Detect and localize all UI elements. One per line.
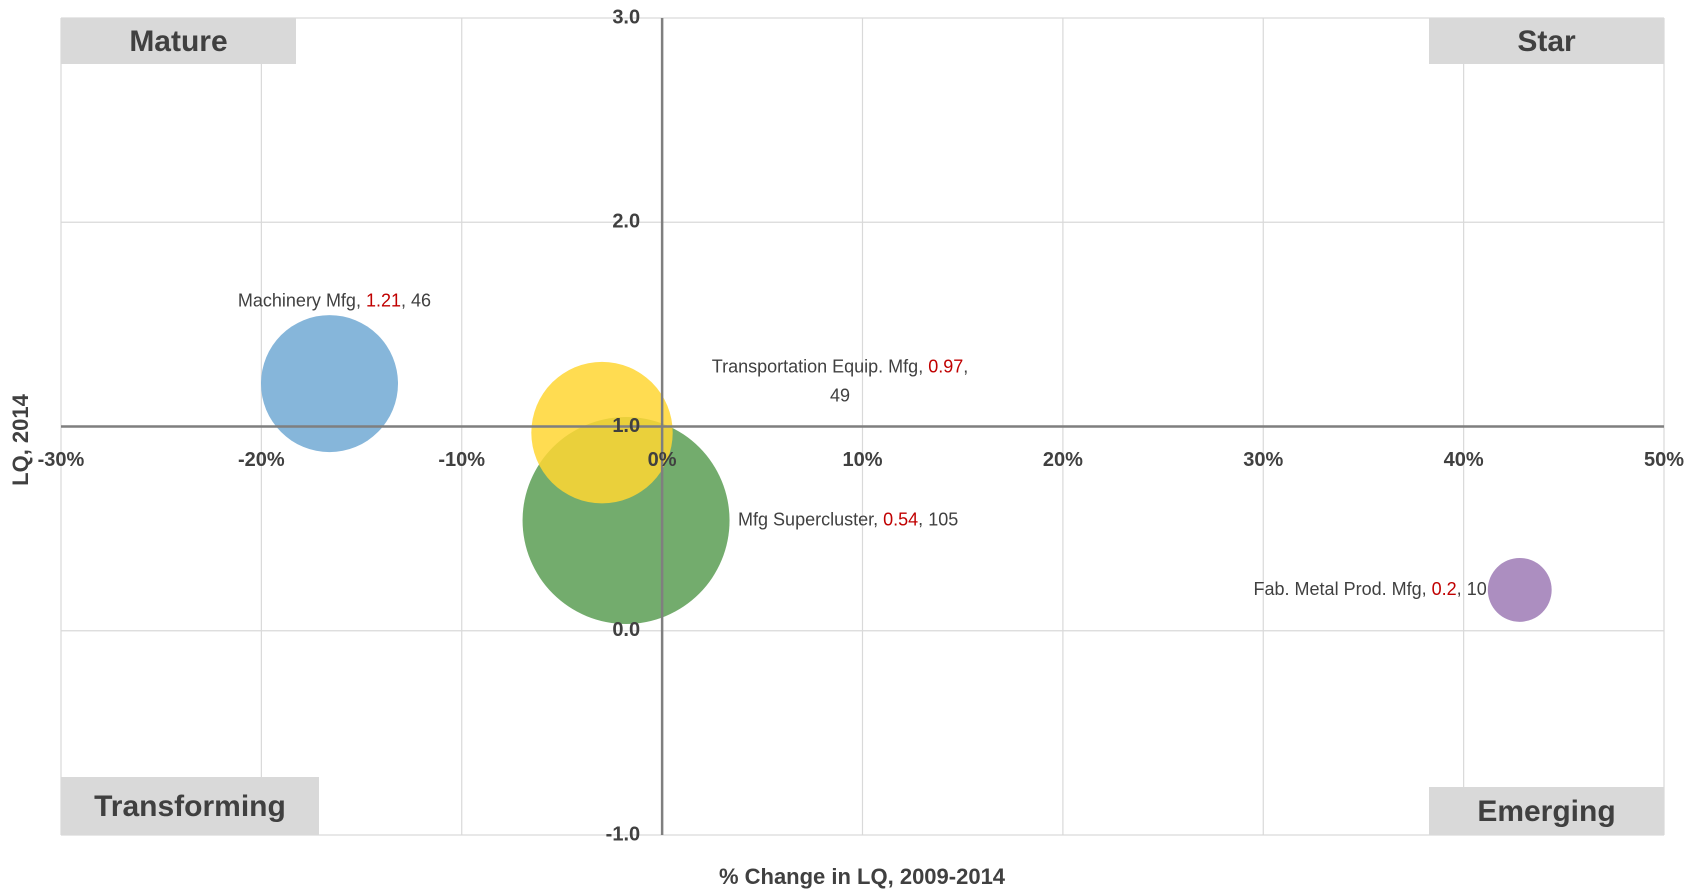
label-size: 105 xyxy=(928,509,958,529)
x-tick-label: -10% xyxy=(438,449,485,471)
x-tick-label: -30% xyxy=(38,449,85,471)
label-value: 0.97 xyxy=(928,356,963,376)
label-value: 0.54 xyxy=(883,509,918,529)
y-tick-label: 0.0 xyxy=(612,619,640,641)
x-tick-label: 0% xyxy=(648,449,677,471)
bubble xyxy=(261,315,399,453)
x-tick-label: 50% xyxy=(1644,449,1684,471)
quadrant-box xyxy=(61,777,319,835)
quadrant-box xyxy=(61,18,296,64)
y-axis-title: LQ, 2014 xyxy=(8,393,33,485)
quadrant-box xyxy=(1429,787,1664,835)
data-label: Fab. Metal Prod. Mfg, 0.2, 10 xyxy=(1254,579,1487,599)
label-size: 49 xyxy=(830,385,850,405)
data-label: Mfg Supercluster, 0.54, 105 xyxy=(738,509,958,529)
quadrant-label: Star xyxy=(1517,25,1576,58)
quadrant-box xyxy=(1429,18,1664,64)
label-name: Machinery Mfg xyxy=(238,290,356,310)
label-name: Transportation Equip. Mfg xyxy=(712,356,918,376)
quadrant-label: Transforming xyxy=(94,790,286,823)
quadrant-label: Mature xyxy=(129,25,227,58)
y-tick-label: -1.0 xyxy=(606,823,640,845)
x-tick-label: 30% xyxy=(1243,449,1283,471)
data-label: Machinery Mfg, 1.21, 46 xyxy=(238,290,431,310)
label-value: 0.2 xyxy=(1432,579,1457,599)
quadrant-label: Emerging xyxy=(1477,795,1615,828)
label-size: 46 xyxy=(411,290,431,310)
bubble xyxy=(531,361,673,504)
label-name: Fab. Metal Prod. Mfg xyxy=(1254,579,1422,599)
y-tick-label: 3.0 xyxy=(612,6,640,28)
label-value: 1.21 xyxy=(366,290,401,310)
label-size: 10 xyxy=(1467,579,1487,599)
x-tick-label: 20% xyxy=(1043,449,1083,471)
y-tick-label: 2.0 xyxy=(612,211,640,233)
x-axis-title: % Change in LQ, 2009-2014 xyxy=(719,864,1006,889)
bubble xyxy=(1487,557,1552,622)
label-name: Mfg Supercluster xyxy=(738,509,874,529)
x-tick-label: 10% xyxy=(842,449,882,471)
data-label: Transportation Equip. Mfg, 0.97, 49 xyxy=(712,356,969,405)
y-tick-label: 1.0 xyxy=(612,415,640,437)
x-tick-label: -20% xyxy=(238,449,285,471)
x-tick-label: 40% xyxy=(1444,449,1484,471)
